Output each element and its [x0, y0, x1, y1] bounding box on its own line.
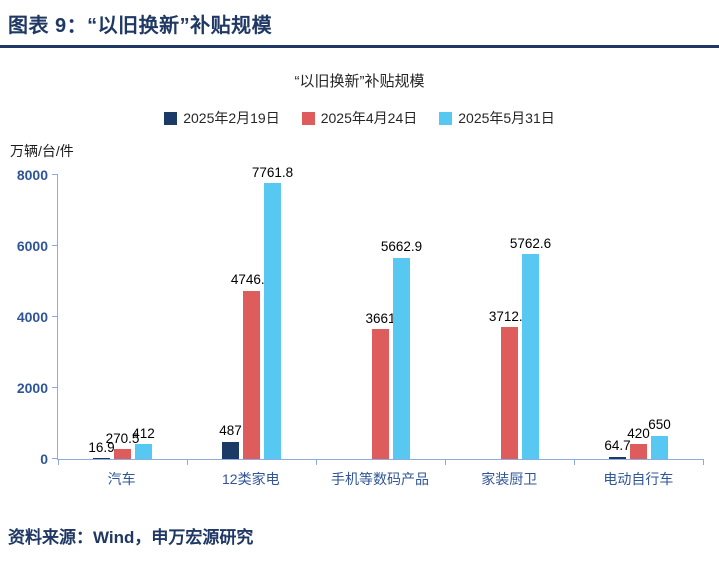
bar-value-label: 64.7 — [604, 438, 631, 454]
legend-item: 2025年4月24日 — [301, 108, 418, 128]
y-axis-tick-label: 6000 — [16, 238, 48, 254]
bar-chart: “以旧换新”补贴规模 2025年2月19日 2025年4月24日 2025年5月31… — [0, 70, 719, 489]
source-note: 资料来源：Wind，申万宏源研究 — [8, 528, 254, 547]
x-axis-tick-mark — [703, 459, 704, 465]
legend-series-label: 2025年5月31日 — [458, 110, 555, 126]
bar-value-label: 16.9 — [88, 439, 115, 455]
bar-slot: 64.7 — [604, 175, 631, 459]
bar-slot: 3712.3 — [489, 175, 530, 459]
bar — [651, 435, 668, 459]
chart-title: “以旧换新”补贴规模 — [294, 73, 425, 90]
bar-slot: 7761.8 — [252, 166, 293, 459]
bar-group: 16.9 270.5 412 — [58, 175, 187, 459]
legend-swatch — [439, 111, 453, 125]
figure-title: 图表 9：“以旧换新”补贴规模 — [8, 15, 273, 37]
bar-value-label: 5662.9 — [380, 239, 423, 255]
y-axis-tick-label: 8000 — [16, 167, 48, 183]
y-axis-tick-mark — [52, 458, 58, 459]
x-axis-labels: 汽车 12类家电 手机等数码产品 家装厨卫 电动自行车 — [57, 469, 703, 489]
bar — [135, 444, 152, 459]
x-axis-category-label: 家装厨卫 — [481, 471, 538, 487]
x-axis-category-label: 手机等数码产品 — [331, 471, 429, 487]
legend-swatch — [301, 111, 315, 125]
bar-slot: 487 — [219, 175, 242, 459]
bar-slot: 5662.9 — [381, 175, 422, 459]
bar-value-label: 270.5 — [105, 430, 140, 446]
bar-value-label: 3712.3 — [488, 308, 531, 324]
bar-slot: 412 — [132, 175, 155, 459]
bar-slot: 5762.6 — [510, 175, 551, 459]
bar — [630, 444, 647, 459]
x-axis-tick-mark — [187, 459, 188, 465]
plot-area: 0 2000 4000 6000 8000 16.9 270.5 412 487 4746.6 77… — [17, 166, 704, 466]
bar — [222, 441, 239, 459]
bar — [522, 254, 539, 459]
x-axis-tick-mark — [574, 459, 575, 465]
bar-slot: 420 — [627, 175, 650, 459]
bar-value-label: 420 — [627, 425, 650, 441]
bar-value-label: 5762.6 — [509, 235, 552, 251]
y-axis-tick-mark — [52, 387, 58, 388]
x-axis-category-label: 汽车 — [107, 471, 136, 487]
bar — [393, 257, 410, 459]
bar-value-label: 650 — [648, 417, 671, 433]
bar-value-label: 487 — [219, 423, 242, 439]
legend-swatch — [164, 111, 178, 125]
bar-group: 487 4746.6 7761.8 — [187, 166, 316, 459]
bar — [501, 327, 518, 459]
bar-slot: 3661 — [365, 175, 396, 459]
bar — [264, 183, 281, 459]
y-axis-tick-label: 2000 — [16, 380, 48, 396]
y-axis-tick-mark — [52, 245, 58, 246]
bar-group: 3712.3 5762.6 — [445, 175, 574, 459]
x-axis-tick-mark — [316, 459, 317, 465]
header-divider — [0, 45, 719, 48]
y-axis-tick-label: 0 — [40, 451, 48, 467]
bar-slot: 650 — [648, 175, 671, 459]
legend-series-label: 2025年4月24日 — [320, 110, 418, 126]
bar-value-label: 3661 — [365, 310, 396, 326]
x-axis-tick-mark — [445, 459, 446, 465]
plot-area-wrapper: 0 2000 4000 6000 8000 16.9 270.5 412 487 4746.6 77… — [17, 166, 704, 489]
x-axis-tick-mark — [58, 459, 59, 465]
y-axis-tick-label: 4000 — [16, 309, 48, 325]
bar — [609, 456, 626, 459]
bar-slot: 16.9 — [88, 175, 115, 459]
legend-series-label: 2025年2月19日 — [183, 110, 280, 126]
x-axis-category-label: 12类家电 — [222, 471, 280, 487]
chart-legend: 2025年2月19日 2025年4月24日 2025年5月31日 — [0, 108, 719, 128]
bar-group: 3661 5662.9 — [316, 175, 445, 459]
bar-value-label: 412 — [132, 425, 155, 441]
legend-item: 2025年5月31日 — [439, 108, 555, 128]
bar — [372, 329, 389, 459]
bar — [114, 449, 131, 459]
y-axis-tick-mark — [52, 316, 58, 317]
bar-slot: 270.5 — [106, 175, 139, 459]
y-axis-tick-mark — [52, 174, 58, 175]
bar-value-label: 7761.8 — [251, 164, 294, 180]
bar-groups: 16.9 270.5 412 487 4746.6 7761.8 3661 5662.9 371… — [58, 166, 703, 459]
bar — [93, 458, 110, 459]
bar — [243, 290, 260, 459]
bar-slot: 4746.6 — [231, 175, 272, 459]
bar-group: 64.7 420 650 — [574, 175, 703, 459]
bar-value-label: 4746.6 — [230, 272, 273, 287]
y-axis-unit-label: 万辆/台/件 — [10, 143, 74, 159]
legend-item: 2025年2月19日 — [164, 108, 280, 128]
x-axis-category-label: 电动自行车 — [603, 471, 674, 487]
